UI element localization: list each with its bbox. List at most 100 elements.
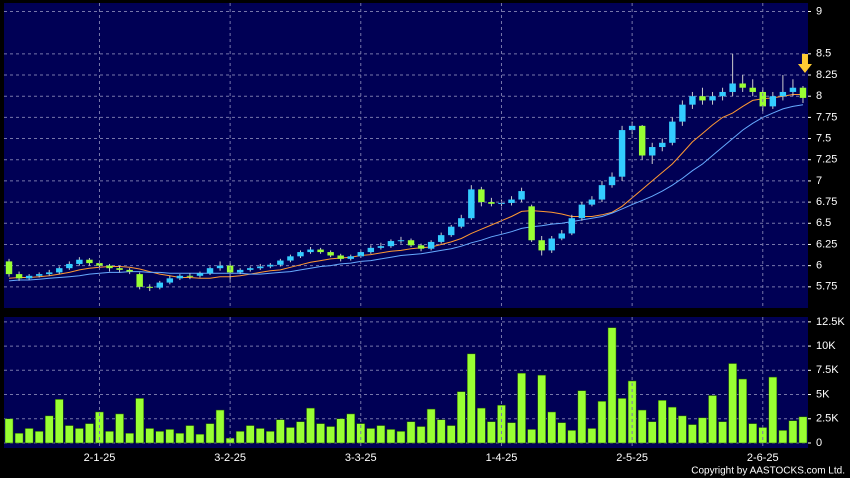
candle-body — [588, 199, 596, 205]
volume-bar — [85, 423, 94, 444]
volume-bar — [446, 425, 456, 444]
volume-bar — [256, 428, 265, 444]
volume-bar — [587, 428, 597, 444]
candle-body — [578, 204, 586, 219]
candle-body — [437, 235, 445, 242]
volume-bar — [326, 426, 335, 444]
volume-bar — [517, 372, 526, 444]
y-tick-label: 5.75 — [816, 281, 837, 293]
volume-bar — [306, 407, 315, 444]
volume-bar — [205, 423, 215, 444]
candle-body — [618, 130, 626, 177]
signal-arrow — [797, 54, 812, 74]
candle-body — [46, 272, 53, 275]
x-tick-label: 3-3-25 — [345, 452, 377, 464]
volume-bar — [768, 376, 778, 444]
volume-bar — [195, 434, 205, 444]
candle-body — [247, 268, 254, 270]
candle-body — [25, 275, 33, 279]
volume-bar — [547, 411, 556, 444]
candle-body — [679, 104, 686, 122]
y-tick-label: 2.5K — [816, 413, 839, 425]
y-tick-label: 10K — [816, 340, 836, 352]
candle-body — [136, 274, 143, 287]
y-tick-label: 8.25 — [816, 69, 837, 81]
volume-bar — [145, 428, 154, 444]
volume-bar — [165, 429, 175, 444]
candle-body — [327, 252, 334, 256]
candle-body — [5, 261, 13, 275]
candle-body — [417, 245, 425, 249]
y-tick-label: 7.75 — [816, 111, 837, 123]
candle-body — [236, 269, 244, 273]
volume-bar — [748, 423, 757, 444]
volume-bar — [708, 395, 717, 444]
candle-body — [407, 240, 415, 246]
candle-body — [769, 96, 777, 107]
volume-bar — [366, 428, 376, 444]
volume-bar — [406, 421, 416, 444]
candle-body — [307, 249, 314, 253]
candle-body — [277, 260, 284, 265]
volume-bar — [658, 400, 667, 444]
candle-body — [608, 176, 616, 186]
candle-body — [739, 83, 746, 88]
candle-body — [216, 265, 224, 269]
volume-bar — [758, 427, 768, 444]
volume-bar — [688, 424, 697, 444]
candle-body — [709, 96, 716, 101]
volume-bar — [678, 415, 687, 444]
volume-bar — [75, 428, 84, 444]
candle-body — [669, 121, 676, 143]
candle-body — [749, 87, 756, 92]
y-tick-label: 6.5 — [816, 217, 831, 229]
volume-bar — [467, 353, 476, 444]
candle-body — [76, 259, 83, 264]
candle-body — [558, 233, 565, 239]
candle-body — [598, 185, 606, 200]
candle-body — [35, 274, 43, 276]
candle-body — [387, 241, 395, 247]
candle-body — [357, 252, 364, 257]
candle-body — [689, 96, 696, 105]
volume-bar — [668, 406, 677, 444]
volume-bar — [44, 415, 54, 444]
candle-body — [649, 147, 656, 156]
candle-body — [488, 202, 495, 204]
candle-body — [267, 264, 274, 267]
volume-bar — [175, 433, 185, 444]
y-tick-label: 5K — [816, 388, 830, 400]
volume-bar — [637, 409, 647, 444]
candle-body — [478, 189, 485, 203]
volume-bar — [65, 425, 74, 444]
y-tick-label: 7 — [816, 175, 822, 187]
volume-bar — [788, 420, 798, 444]
volume-bar — [336, 418, 345, 444]
volume-bar — [537, 374, 546, 444]
x-tick-label: 3-2-25 — [214, 452, 246, 464]
candle-body — [166, 278, 174, 283]
x-tick-label: 2-5-25 — [616, 452, 648, 464]
y-tick-label: 6.75 — [816, 196, 837, 208]
volume-bar — [296, 421, 305, 444]
x-tick-label: 2-6-25 — [747, 452, 779, 464]
candle-body — [699, 96, 706, 101]
candle-body — [448, 226, 455, 236]
y-tick-label: 9 — [816, 5, 822, 17]
volume-bar — [276, 419, 285, 444]
candle-body — [628, 125, 636, 131]
candle-body — [116, 268, 123, 270]
volume-bar — [607, 327, 617, 444]
x-tick-label: 2-1-25 — [84, 452, 116, 464]
volume-bar — [396, 431, 406, 444]
candle-body — [427, 241, 435, 249]
candle-body — [96, 263, 103, 266]
candle-body — [518, 191, 525, 200]
candle-body — [638, 125, 646, 156]
volume-bar — [507, 422, 516, 444]
volume-bar — [215, 409, 225, 444]
volume-bar — [24, 428, 34, 444]
candle-body — [779, 91, 787, 97]
